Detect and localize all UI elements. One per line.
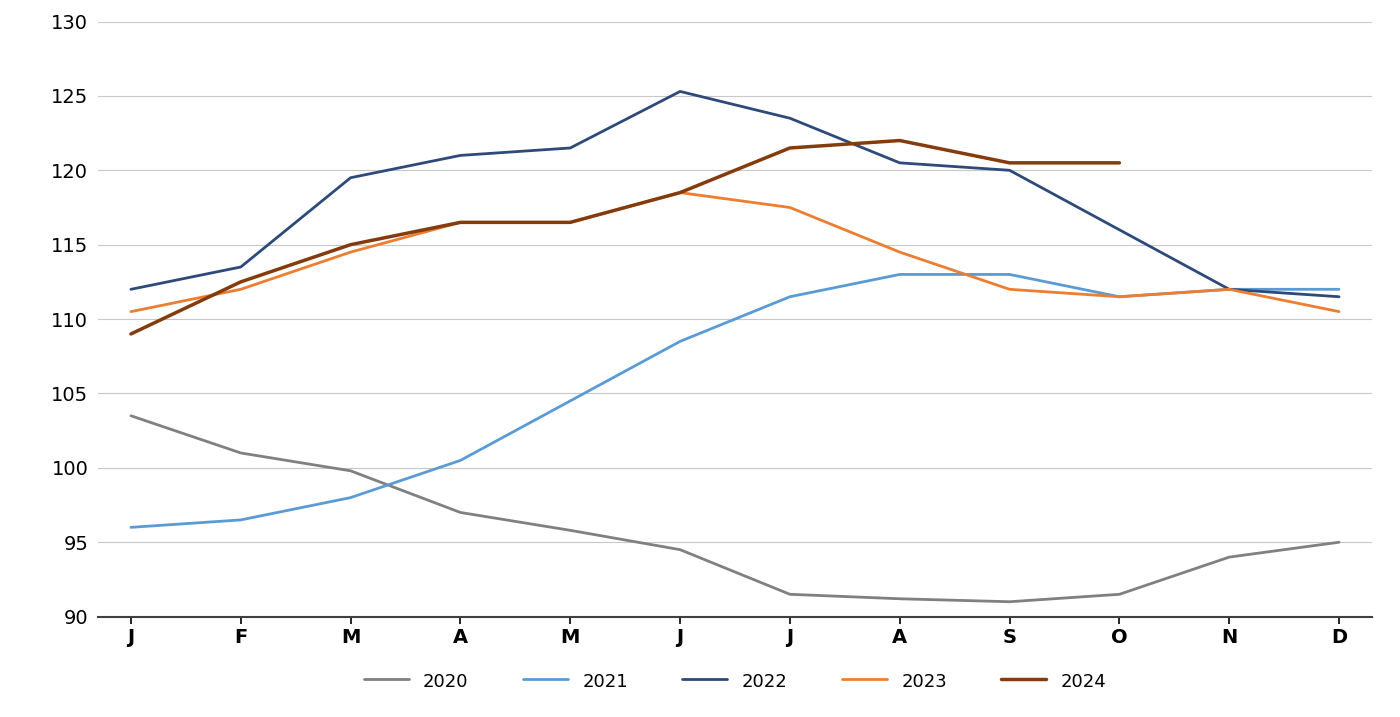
2022 [781,114,798,123]
2021 [342,493,358,502]
2023 [123,308,140,316]
2022 [672,87,689,96]
2022 [892,158,909,167]
2023 [1112,293,1128,301]
2022 [561,143,578,152]
2020 [1221,553,1238,561]
2024 [123,330,140,338]
2020 [781,590,798,599]
2020 [1112,590,1128,599]
2023 [781,203,798,212]
2024 [1001,158,1018,167]
2021 [1330,285,1347,293]
2022 [123,285,140,293]
2021 [123,523,140,531]
2023 [672,189,689,197]
2023 [1001,285,1018,293]
2020 [561,526,578,535]
2020 [342,467,358,475]
Line: 2021: 2021 [132,275,1338,527]
2021 [1221,285,1238,293]
2024 [672,189,689,197]
2024 [232,277,249,286]
2020 [1001,597,1018,606]
Line: 2024: 2024 [132,141,1120,334]
2022 [452,151,469,160]
2023 [1221,285,1238,293]
Line: 2022: 2022 [132,92,1338,297]
2022 [1112,225,1128,234]
2022 [1330,293,1347,301]
2022 [342,174,358,182]
2024 [342,240,358,249]
2020 [1330,538,1347,546]
2020 [672,546,689,554]
2020 [232,449,249,457]
2021 [561,397,578,405]
2024 [561,218,578,227]
2023 [342,248,358,257]
2020 [123,412,140,420]
2024 [781,143,798,152]
2021 [781,293,798,301]
2020 [452,508,469,517]
Legend: 2020, 2021, 2022, 2023, 2024: 2020, 2021, 2022, 2023, 2024 [364,672,1106,691]
2022 [1221,285,1238,293]
2023 [1330,308,1347,316]
Line: 2023: 2023 [132,193,1338,312]
2021 [452,456,469,465]
2021 [232,516,249,524]
2021 [672,337,689,346]
2023 [452,218,469,227]
Line: 2020: 2020 [132,416,1338,602]
2020 [892,594,909,603]
2024 [452,218,469,227]
2021 [1001,270,1018,279]
2021 [892,270,909,279]
2022 [1001,166,1018,174]
2024 [1112,158,1128,167]
2023 [892,248,909,257]
2022 [232,262,249,271]
2024 [892,136,909,145]
2023 [561,218,578,227]
2023 [232,285,249,293]
2021 [1112,293,1128,301]
